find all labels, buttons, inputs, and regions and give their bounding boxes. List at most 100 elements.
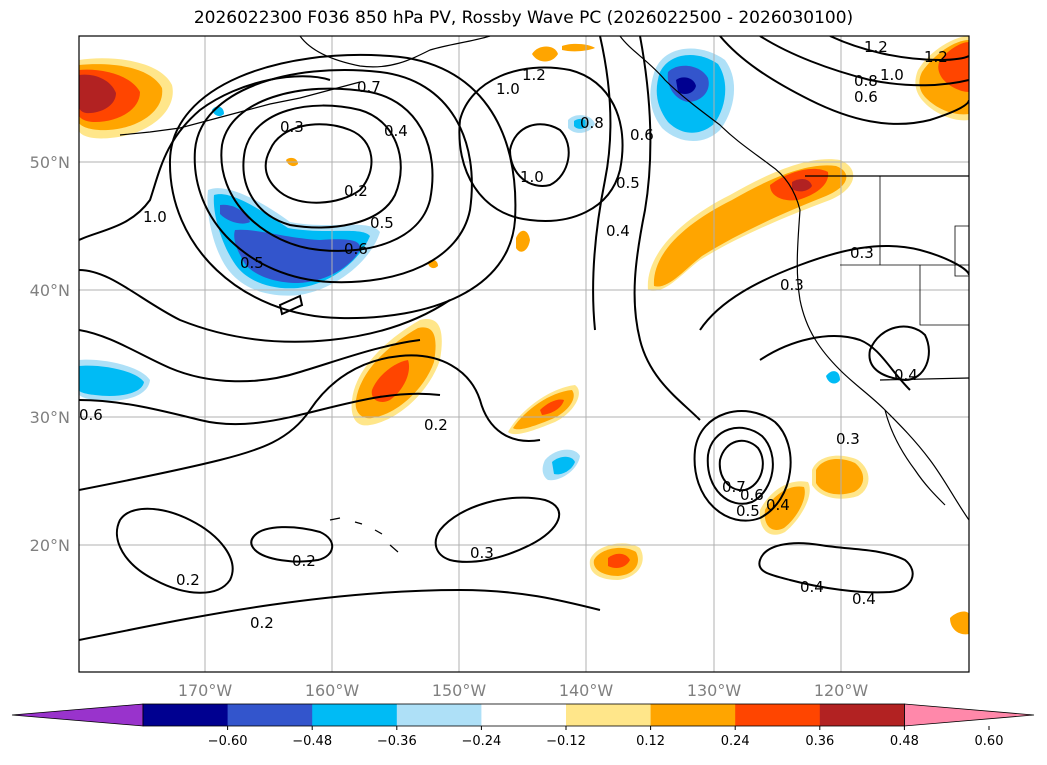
coastlines [119, 36, 969, 553]
anomaly-ne-3 [938, 42, 969, 92]
anomaly-blue-west-2 [79, 365, 144, 396]
contour-label: 0.2 [250, 614, 274, 632]
colorbar-tick-label: −0.24 [461, 734, 501, 749]
contour-label: 0.3 [780, 276, 804, 294]
contour-labels: 0.7 0.3 0.4 0.2 0.5 0.6 0.5 1.0 1.2 1.0 … [79, 38, 948, 632]
colorbar-segment [735, 704, 821, 726]
lon-label: 120°W [814, 681, 869, 700]
contour-label: 0.5 [370, 214, 394, 232]
colorbar-segment [566, 704, 652, 726]
anomaly-orange-30n-3 [540, 399, 564, 415]
anomaly-orange-pnw-4 [792, 178, 812, 192]
contour-label: 0.8 [854, 72, 878, 90]
contour-wide-3 [79, 329, 421, 383]
contour-east-6 [868, 325, 930, 382]
contour-east-5 [759, 335, 911, 391]
state-borders [840, 176, 969, 326]
colorbar-tick-label: −0.60 [208, 734, 248, 749]
colorbar-border [142, 703, 905, 727]
anomaly-orange-top [532, 46, 558, 62]
pv-contours [79, 36, 969, 641]
contour-label: 1.2 [924, 48, 948, 66]
contour-label: 1.2 [864, 38, 888, 56]
colorbar-tick-label: 0.48 [890, 734, 919, 749]
contour-low-center-1 [264, 123, 373, 204]
contour-low-center-3 [220, 87, 434, 252]
colorbar-tick-label: −0.48 [292, 734, 332, 749]
contour-high-1 [508, 123, 570, 187]
contour-label: 1.0 [880, 66, 904, 84]
coast-alaska [299, 36, 491, 68]
contour-label: 0.4 [800, 578, 824, 596]
contour-low-center-2 [242, 104, 402, 229]
anomaly-blue-pacific-3 [234, 229, 361, 283]
colorbar-extend-low [11, 703, 144, 727]
contour-label: 0.5 [240, 254, 264, 272]
contour-wide-2 [79, 269, 451, 343]
anomaly-blue-52n-2 [574, 118, 588, 129]
contour-label: 1.0 [143, 208, 167, 226]
contour-label: 0.6 [79, 406, 103, 424]
contour-label: 0.3 [850, 244, 874, 262]
map-frame [79, 36, 969, 672]
anomaly-orange-35n-3 [371, 360, 410, 402]
contour-label: 0.4 [606, 222, 630, 240]
contour-low-2-2 [706, 426, 774, 505]
contour-south-4 [434, 496, 561, 563]
colorbar-segment [227, 704, 313, 726]
contour-label: 0.3 [280, 118, 304, 136]
contour-east-3 [829, 36, 969, 62]
lon-label: 130°W [687, 681, 742, 700]
colorbar-tick-label: −0.36 [377, 734, 417, 749]
anomaly-blue-pacific-4 [220, 204, 250, 224]
colorbar-tick-label: 0.60 [975, 734, 1004, 749]
lon-label: 140°W [559, 681, 614, 700]
anomaly-nw-darkred [79, 74, 116, 114]
colorbar-tick-label: 0.24 [721, 734, 750, 749]
anomaly-orange-top-2 [562, 43, 595, 52]
colorbar-segment [143, 704, 229, 726]
contour-label: 0.5 [616, 174, 640, 192]
colorbar-segment [312, 704, 398, 726]
contour-south-1 [758, 542, 914, 594]
border-us-mexico [879, 377, 969, 381]
contour-label: 0.2 [176, 571, 200, 589]
contour-label: 0.4 [384, 122, 408, 140]
anomaly-blue-small-2 [552, 456, 575, 475]
contour-label: 0.4 [766, 496, 790, 514]
colorbar-tick-label: 0.36 [805, 734, 834, 749]
contour-wide-1 [79, 75, 331, 241]
contour-high-2 [458, 66, 624, 222]
contour-south-2 [115, 507, 234, 594]
lon-label: 170°W [178, 681, 233, 700]
contour-label: 0.6 [630, 126, 654, 144]
contour-label: 0.2 [424, 416, 448, 434]
contour-low-2-1 [718, 439, 764, 492]
coast-hawaii [329, 517, 399, 553]
colorbar-tick-label: −0.12 [546, 734, 586, 749]
coast-us-west [796, 209, 969, 521]
anomaly-blue-alaska-4 [676, 77, 696, 94]
lat-axis: 50°N 40°N 30°N 20°N [30, 153, 70, 555]
map-border [78, 35, 970, 673]
lat-label: 50°N [30, 153, 70, 172]
contour-south-3 [250, 526, 334, 563]
colorbar-extend-high [904, 703, 1035, 727]
colorbar-tick-label: 0.12 [636, 734, 665, 749]
contour-wide-5 [79, 354, 541, 491]
lon-label: 150°W [432, 681, 487, 700]
anomaly-spot-1 [516, 230, 530, 252]
contour-label: 0.4 [852, 590, 876, 608]
contour-east-2 [759, 36, 969, 87]
colorbar-segment [396, 704, 482, 726]
contour-high-3 [592, 36, 612, 331]
coast-canada [619, 36, 801, 211]
lat-label: 30°N [30, 408, 70, 427]
contour-low-center-5 [168, 53, 517, 320]
shaded-anomalies [79, 36, 969, 635]
lat-label: 20°N [30, 536, 70, 555]
contour-east-4 [699, 245, 969, 331]
contour-low-2-3 [693, 410, 792, 522]
map-title: 2026022300 F036 850 hPa PV, Rossby Wave … [193, 8, 854, 28]
